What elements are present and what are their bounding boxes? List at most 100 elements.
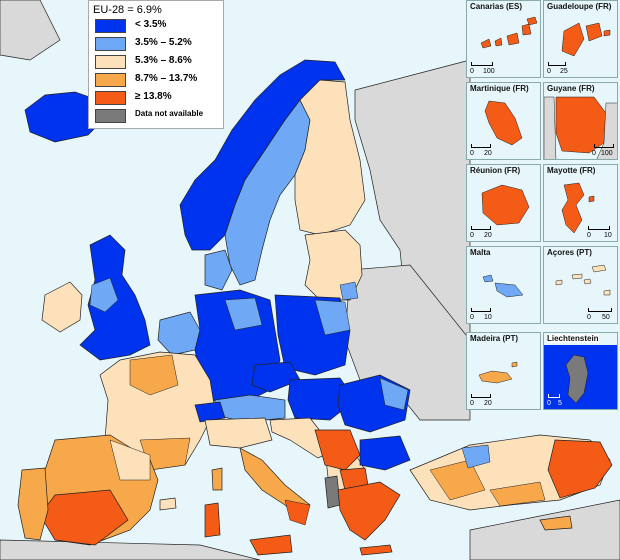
greenland-edge <box>0 0 61 61</box>
legend-item: 5.3% – 8.6% <box>95 54 223 70</box>
scale-start: 0 <box>470 150 474 157</box>
legend-label: Data not available <box>135 109 204 118</box>
corsica <box>211 467 223 491</box>
inset-mayotte-map <box>561 182 595 234</box>
uk-north <box>89 277 119 313</box>
sardinia <box>204 502 221 538</box>
western-balkans <box>314 429 361 471</box>
portugal <box>17 467 49 541</box>
croatia-slovenia <box>269 417 336 459</box>
scale-end: 20 <box>484 232 492 239</box>
scale-start: 0 <box>470 68 474 75</box>
legend-label: 8.7% – 13.7% <box>135 73 198 84</box>
scale-start: 0 <box>470 400 474 407</box>
germany-mid-low <box>224 297 263 331</box>
austria <box>214 394 286 423</box>
north-africa <box>0 539 261 560</box>
map-legend: EU-28 = 6.9% < 3.5% 3.5% – 5.2% 5.3% – 8… <box>88 0 224 129</box>
island-shape <box>603 289 611 296</box>
scale-start: 0 <box>587 232 591 239</box>
scale-start: 0 <box>547 68 551 75</box>
scale-end: 5 <box>558 400 562 407</box>
scale-bar <box>471 394 491 398</box>
turkey-west <box>429 459 486 501</box>
finland <box>294 79 366 236</box>
inset-canarias-map <box>480 16 538 49</box>
inset-title: Açores (PT) <box>547 248 592 257</box>
scale-bar <box>548 62 566 66</box>
legend-item: ≥ 13.8% <box>95 90 223 106</box>
inset-acores: Açores (PT) 0 50 <box>543 246 618 324</box>
spain-south <box>39 489 129 546</box>
inset-canarias: Canarias (ES) 0 100 <box>466 0 541 78</box>
legend-item: Data not available <box>95 108 223 124</box>
inset-martinique: Martinique (FR) 0 20 <box>466 82 541 160</box>
island-shape <box>561 182 585 234</box>
inset-title: Liechtenstein <box>547 334 599 343</box>
switzerland <box>194 401 226 423</box>
inset-title: Canarias (ES) <box>470 2 523 11</box>
island-shape <box>494 37 503 47</box>
inset-title: Réunion (FR) <box>470 166 521 175</box>
scale-bar <box>548 394 560 398</box>
inset-title: Mayotte (FR) <box>547 166 596 175</box>
inset-martinique-map <box>484 100 523 146</box>
cyprus <box>539 515 573 531</box>
liechtenstein-shape <box>565 354 589 404</box>
latvia-dot <box>339 281 359 301</box>
legend-label: < 3.5% <box>135 19 167 30</box>
inset-guyane: Guyane (FR) 0 100 <box>543 82 618 160</box>
legend-swatch <box>95 73 126 87</box>
scale-end: 50 <box>602 314 610 321</box>
inset-liechtenstein-map <box>544 345 617 409</box>
inset-title: Malta <box>470 248 491 257</box>
inset-title: Guyane (FR) <box>547 84 595 93</box>
turkey-east <box>547 439 613 499</box>
inset-mayotte: Mayotte (FR) 0 10 <box>543 164 618 242</box>
inset-title: Guadeloupe (FR) <box>547 2 612 11</box>
island-shape <box>585 22 603 42</box>
island-shape <box>482 274 494 283</box>
legend-swatch <box>95 37 126 51</box>
scale-end: 10 <box>484 314 492 321</box>
island-shape <box>494 282 524 298</box>
legend-label: ≥ 13.8% <box>135 91 172 102</box>
inset-malta-map <box>482 274 524 298</box>
island-shape <box>588 195 595 203</box>
scale-start: 0 <box>470 314 474 321</box>
land-shape <box>596 102 617 159</box>
island-shape <box>603 29 611 37</box>
island-shape <box>484 100 523 146</box>
island-shape <box>526 16 538 26</box>
inset-reunion-map <box>481 184 530 226</box>
balearics <box>159 497 177 511</box>
italy-north <box>204 417 273 449</box>
inset-guadeloupe-map <box>561 22 611 57</box>
inset-liechtenstein: Liechtenstein 0 5 <box>543 332 618 410</box>
czechia <box>251 361 301 393</box>
inset-malta: Malta 0 10 <box>466 246 541 324</box>
island-shape <box>555 279 563 286</box>
island-shape <box>506 32 520 46</box>
inset-madeira: Madeira (PT) 0 20 <box>466 332 541 410</box>
spain-north-east <box>109 439 151 481</box>
scale-bar <box>471 226 491 230</box>
legend-label: 3.5% – 5.2% <box>135 37 192 48</box>
legend-swatch <box>95 109 126 123</box>
turkey-south <box>489 481 546 507</box>
legend-item: 8.7% – 13.7% <box>95 72 223 88</box>
legend-item: 3.5% – 5.2% <box>95 36 223 52</box>
legend-swatch <box>95 19 126 33</box>
legend-swatch <box>95 55 126 69</box>
scale-start: 0 <box>592 150 596 157</box>
turkey-istanbul <box>461 444 491 469</box>
inset-guadeloupe: Guadeloupe (FR) 0 25 <box>543 0 618 78</box>
scale-end: 100 <box>601 150 613 157</box>
italy-far-south <box>284 499 311 526</box>
island-shape <box>591 264 607 273</box>
baltic-states <box>304 229 363 301</box>
island-shape <box>583 278 592 285</box>
island-shape <box>561 22 585 57</box>
